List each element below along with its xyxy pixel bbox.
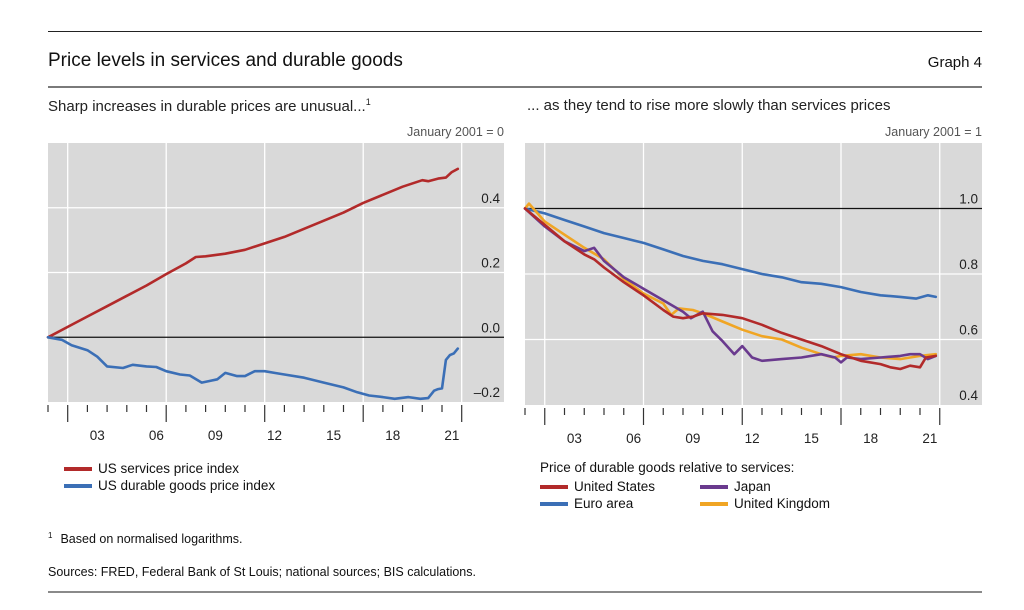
right-x-tick-label: 21 [922,431,937,446]
graph-number: Graph 4 [927,54,982,71]
left-series-us-services-price-index [46,167,460,339]
right-x-tick-label: 18 [863,431,878,446]
left-x-tick-label: 18 [385,428,400,443]
legend-swatch-blue [540,501,568,506]
right-y-tick-label: 0.4 [959,388,978,403]
left-panel-title-footnote-marker: 1 [365,97,371,107]
graph-title: Price levels in services and durable goo… [48,50,403,71]
right-legend: Price of durable goods relative to servi… [540,460,860,512]
left-x-tick-label: 21 [444,428,459,443]
legend-item-us-services: US services price index [64,460,275,477]
right-x-tick-label: 03 [567,431,582,446]
legend-item-us-durables: US durable goods price index [64,477,275,494]
left-x-tick-label: 03 [90,428,105,443]
legend-item-united-kingdom: United Kingdom [700,495,860,512]
sources-note: Sources: FRED, Federal Bank of St Louis;… [48,565,476,579]
left-y-tick-label: 0.4 [481,191,500,206]
left-x-tick-label: 06 [149,428,164,443]
left-y-tick-label: –0.2 [474,385,500,400]
legend-label: United Kingdom [734,496,831,511]
legend-label: US durable goods price index [98,478,276,493]
left-x-tick-label: 09 [208,428,223,443]
right-x-tick-label: 12 [745,431,760,446]
left-series-us-durable-goods-price-index [46,335,460,401]
right-y-tick-label: 0.8 [959,257,978,272]
legend-item-euro-area: Euro area [540,495,700,512]
legend-swatch-red [64,466,92,471]
right-y-tick-label: 0.6 [959,323,978,338]
legend-swatch-orange [700,501,728,506]
legend-label: Euro area [574,496,634,511]
right-series-united-states [523,207,938,371]
right-x-tick-label: 06 [626,431,641,446]
legend-swatch-red [540,484,568,489]
title-rule [48,86,982,88]
left-legend: US services price index US durable goods… [64,460,275,494]
legend-item-united-states: United States [540,478,700,495]
footnote-marker: 1 [48,531,53,540]
left-x-tick-label: 12 [267,428,282,443]
legend-swatch-purple [700,484,728,489]
right-unit-label: January 2001 = 1 [885,125,982,139]
top-rule [48,31,982,32]
footnote: 1 Based on normalised logarithms. [48,531,243,546]
legend-swatch-blue [64,483,92,488]
left-y-tick-label: 0.0 [481,320,500,335]
left-y-tick-label: 0.2 [481,256,500,271]
right-y-tick-label: 1.0 [959,192,978,207]
right-x-tick-label: 15 [804,431,819,446]
left-panel-title: Sharp increases in durable prices are un… [48,97,371,115]
right-legend-title: Price of durable goods relative to servi… [540,460,795,475]
right-series-japan [523,207,938,364]
bottom-rule [48,591,982,593]
left-x-tick-label: 15 [326,428,341,443]
right-series-euro-area [523,207,938,300]
right-x-tick-label: 09 [685,431,700,446]
legend-label: United States [574,479,656,494]
legend-label: Japan [734,479,771,494]
legend-item-japan: Japan [700,478,860,495]
left-panel-title-text: Sharp increases in durable prices are un… [48,98,366,115]
legend-label: US services price index [98,461,240,476]
footnote-text: Based on normalised logarithms. [60,532,243,547]
left-unit-label: January 2001 = 0 [407,125,504,139]
right-panel-title: ... as they tend to rise more slowly tha… [527,97,891,114]
